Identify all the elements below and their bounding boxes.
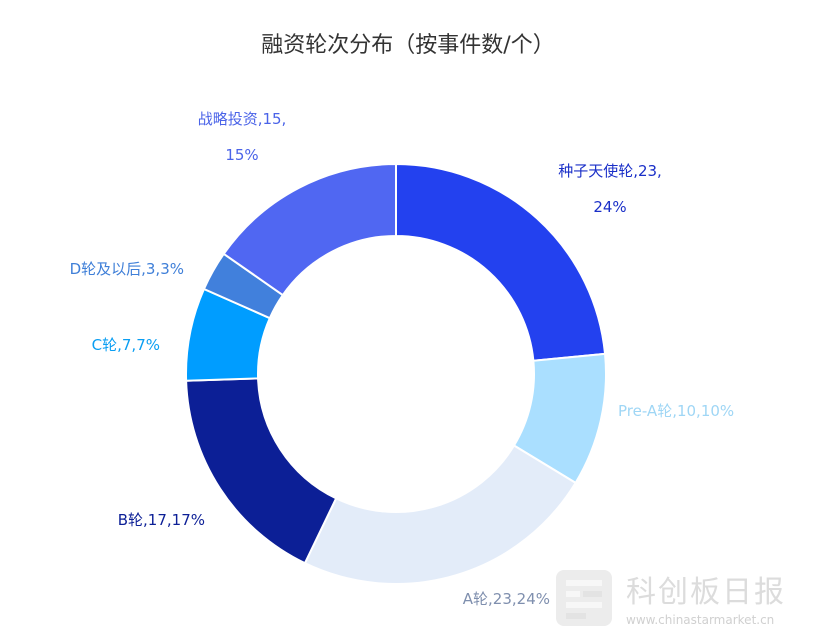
slice-label-3: A轮,23,24% <box>463 590 550 608</box>
slice-label-4: B轮,17,17% <box>118 511 205 529</box>
slice-label-1: 种子天使轮,23, <box>558 162 662 180</box>
slice-label-6: D轮及以后,3,3% <box>70 260 184 278</box>
slice-3 <box>303 444 577 585</box>
chart-title: 融资轮次分布（按事件数/个） <box>261 33 554 58</box>
slice-label-7: 战略投资,15, <box>198 110 287 128</box>
slice-7 <box>222 162 397 297</box>
slice-label-5: C轮,7,7% <box>92 336 160 354</box>
slice-label-percent-7: 15% <box>225 146 258 164</box>
slice-label-2: Pre-A轮,10,10% <box>618 402 734 420</box>
watermark-url: www.chinastarmarket.cn <box>626 613 774 627</box>
watermark-text: 科创板日报 <box>626 575 786 610</box>
slice-1 <box>395 162 607 362</box>
slice-4 <box>185 377 338 565</box>
donut-slices <box>185 162 607 585</box>
watermark-logo-icon <box>556 570 612 626</box>
slice-label-percent-1: 24% <box>593 198 626 216</box>
slice-labels: 种子天使轮,23, 24% Pre-A轮,10,10% A轮,23,24% B轮,17,… <box>70 110 735 608</box>
watermark: 科创板日报 www.chinastarmarket.cn <box>556 570 786 627</box>
